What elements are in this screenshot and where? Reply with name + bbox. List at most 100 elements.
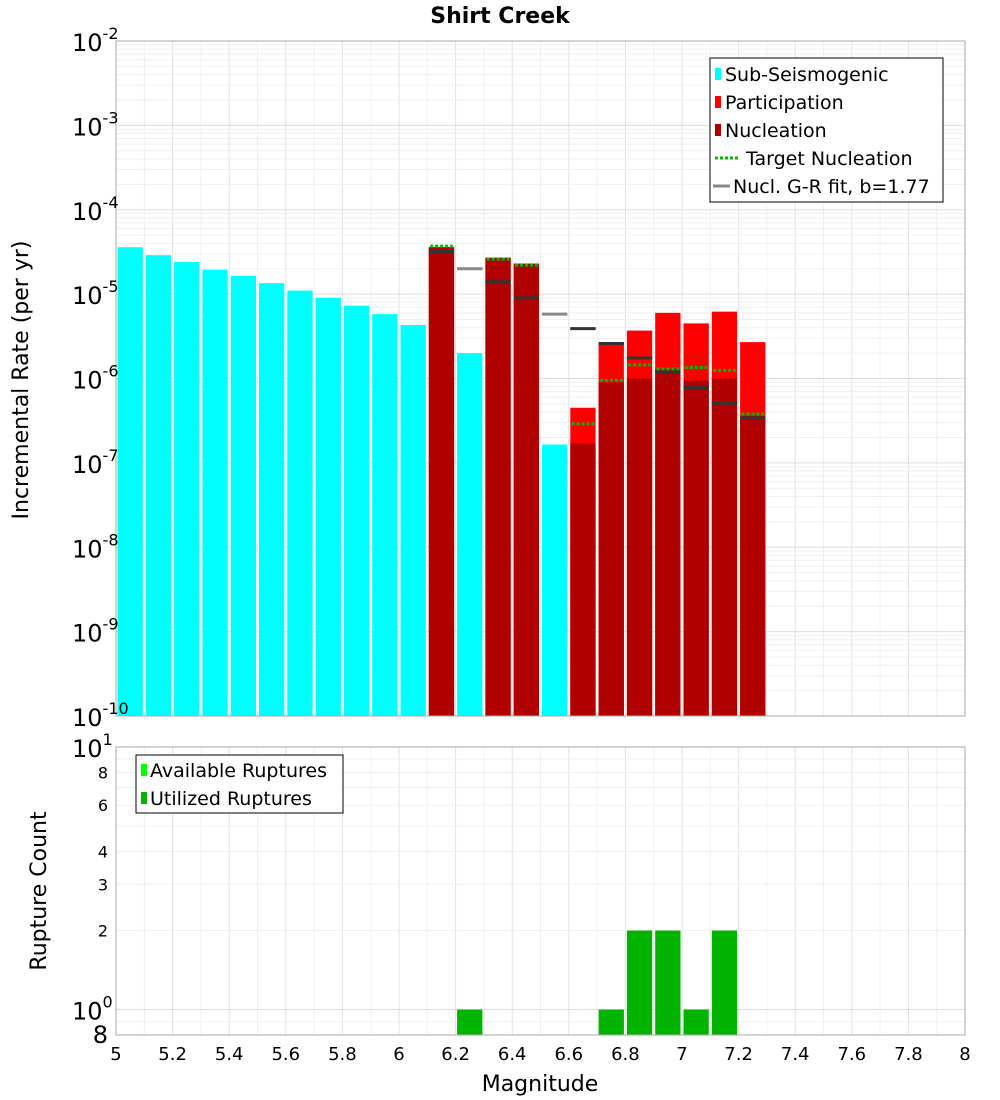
y-axis-label-top: Incremental Rate (per yr) [9, 241, 34, 520]
bar-nucleation [598, 382, 624, 716]
bar-sub-seismogenic [287, 290, 313, 716]
legend-label: Utilized Ruptures [150, 788, 312, 810]
legend-box [135, 754, 344, 814]
bar-sub-seismogenic [457, 353, 483, 716]
legend-label: Sub-Seismogenic [725, 64, 889, 86]
legend-box [709, 57, 944, 203]
y-tick-label: 10-6 [72, 362, 119, 395]
bar-utilized-ruptures [683, 1009, 709, 1035]
y-tick-label: 10-3 [72, 108, 119, 141]
x-axis-label: Magnitude [482, 1072, 599, 1097]
y-tick-label: 10-9 [72, 615, 119, 648]
y-tick-label: 10-4 [72, 193, 119, 226]
y-tick-exponent: -7 [103, 446, 119, 465]
bar-nucleation [655, 368, 681, 716]
y-minor-tick-label: 3 [98, 875, 108, 894]
x-tick-label: 7.2 [724, 1044, 753, 1065]
y-minor-tick-label: 6 [98, 796, 108, 815]
bar-utilized-ruptures [711, 930, 738, 1035]
bar-nucleation [626, 378, 653, 716]
y-minor-tick-label: 4 [98, 842, 108, 861]
legend-swatch [715, 96, 721, 108]
x-tick-label: 6.4 [498, 1044, 527, 1065]
legend-label: Nucl. G-R fit, b=1.77 [733, 176, 930, 198]
legend-label: Available Ruptures [150, 760, 327, 782]
bar-utilized-ruptures [457, 1009, 483, 1035]
y-tick-label: 10-8 [72, 530, 119, 563]
bar-nucleation [711, 378, 738, 716]
bar-sub-seismogenic [145, 255, 172, 716]
y-tick-exponent: -4 [103, 193, 119, 212]
x-tick-label: 5.8 [328, 1044, 357, 1065]
x-tick-label: 5.2 [158, 1044, 187, 1065]
bar-nucleation [428, 247, 455, 716]
bar-nucleation [570, 443, 596, 716]
x-tick-label: 7.6 [837, 1044, 866, 1065]
bar-sub-seismogenic [315, 297, 341, 716]
top-plot-lines [428, 244, 766, 426]
x-tick-label: 7.4 [781, 1044, 810, 1065]
y-tick-exponent: 1 [103, 730, 113, 749]
x-tick-label: 8 [959, 1044, 970, 1065]
y-tick-label: 101 [72, 730, 113, 763]
bar-sub-seismogenic [400, 325, 426, 716]
y-axis-label-bottom: Rupture Count [27, 811, 52, 971]
bar-sub-seismogenic [202, 269, 228, 716]
x-tick-label: 6.2 [441, 1044, 470, 1065]
y-minor-tick-label: 8 [98, 763, 108, 782]
bar-sub-seismogenic [174, 262, 200, 716]
bar-sub-seismogenic [343, 305, 370, 716]
x-tick-label: 7 [676, 1044, 687, 1065]
top-plot-legend: Sub-Seismogenic Participation Nucleation Ta… [709, 57, 944, 203]
y-tick-label: 10-10 [72, 699, 129, 732]
bottom-plot-legend: Available Ruptures Utilized Ruptures [135, 754, 344, 814]
bar-sub-seismogenic [117, 247, 143, 716]
bar-utilized-ruptures [655, 930, 681, 1035]
x-tick-label: 5.6 [271, 1044, 300, 1065]
y-tick-exponent: -8 [103, 530, 119, 549]
y-tick-exponent: -10 [103, 699, 129, 718]
bottom-plot-bars [457, 930, 738, 1035]
bar-sub-seismogenic [372, 314, 398, 716]
top-plot-frame [115, 40, 966, 717]
bar-nucleation [740, 415, 766, 716]
bar-sub-seismogenic [542, 444, 568, 716]
y-minor-tick-label: 2 [98, 922, 108, 941]
bar-utilized-ruptures [626, 930, 653, 1035]
legend-label: Participation [725, 92, 844, 114]
bar-nucleation [513, 263, 539, 716]
top-plot-bars [117, 247, 766, 716]
x-tick-label: 6.6 [554, 1044, 583, 1065]
legend-label: Target Nucleation [745, 148, 913, 170]
x-tick-label: 7.8 [894, 1044, 923, 1065]
y-tick-exponent: -5 [103, 277, 119, 296]
y-tick-exponent: -6 [103, 362, 119, 381]
legend-swatch [715, 68, 721, 80]
y-tick-exponent: 0 [103, 993, 113, 1012]
x-tick-label: 6.8 [611, 1044, 640, 1065]
y-tick-label: 10-7 [72, 446, 119, 479]
bar-utilized-ruptures [598, 1009, 624, 1035]
bar-nucleation [683, 380, 709, 716]
bar-sub-seismogenic [230, 275, 256, 716]
chart-title: Shirt Creek [430, 4, 571, 29]
legend-swatch [715, 124, 721, 136]
x-tick-label: 6 [393, 1044, 404, 1065]
legend-swatch [141, 764, 147, 776]
y-tick-exponent: -2 [103, 24, 119, 43]
y-tick-exponent: -9 [103, 615, 119, 634]
bottom-plot-frame [115, 746, 966, 1036]
y-tick-label: 10-5 [72, 277, 119, 310]
legend-swatch [141, 792, 147, 804]
y-minor-tick-label: 8 [93, 1021, 108, 1049]
legend-label: Nucleation [725, 120, 827, 142]
x-tick-label: 5.4 [215, 1044, 244, 1065]
bar-sub-seismogenic [259, 283, 285, 716]
top-plot-axes: 10-10 10-9 10-8 10-7 10-6 10-5 10-4 10-3 10-2 [72, 24, 966, 732]
y-tick-label: 10-2 [72, 24, 119, 57]
y-tick-exponent: -3 [103, 108, 119, 127]
bar-nucleation [485, 257, 511, 716]
x-tick-label: 5 [110, 1044, 121, 1065]
